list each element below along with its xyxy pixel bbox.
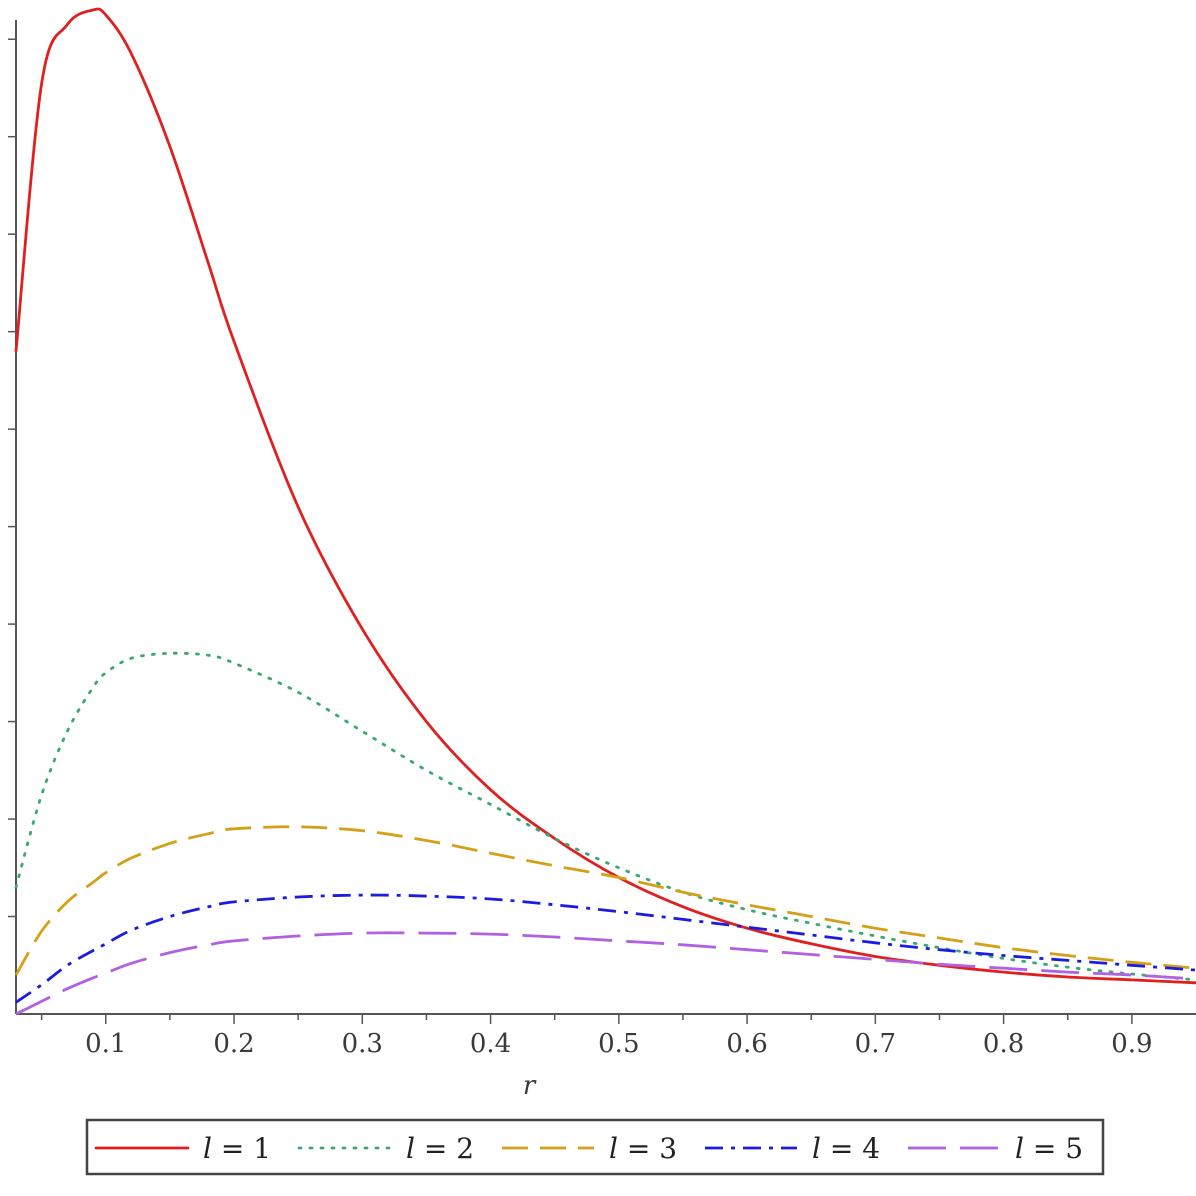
series-line-3: [14, 825, 1196, 976]
series-line-5: [15, 931, 1196, 1016]
legend-label-1: l = 1: [203, 1132, 271, 1165]
x-tick-label: 0.8: [983, 1029, 1024, 1059]
x-tick-label: 0.9: [1111, 1029, 1152, 1059]
legend-var: l: [812, 1132, 821, 1165]
x-tick-label: 0.7: [855, 1029, 896, 1059]
legend-label-4: l = 4: [812, 1132, 880, 1165]
legend-var: l: [1015, 1132, 1024, 1165]
x-tick-label: 0.6: [726, 1029, 767, 1059]
legend-value: = 3: [618, 1132, 677, 1165]
legend-var: l: [609, 1132, 618, 1165]
legend-value: = 1: [212, 1132, 271, 1165]
legend-value: = 2: [415, 1132, 474, 1165]
legend-label-5: l = 5: [1015, 1132, 1083, 1165]
legend-label-2: l = 2: [406, 1132, 474, 1165]
x-tick-label: 0.3: [342, 1029, 383, 1059]
legend-label-3: l = 3: [609, 1132, 677, 1165]
x-axis-label: r: [523, 1071, 537, 1101]
plot-area: 0.1 0.2 0.3 0.4 0.5 0.6 0.7 0.8 0.9 r: [8, 7, 1196, 1101]
y-ticks: [8, 38, 16, 918]
x-tick-label: 0.2: [213, 1029, 254, 1059]
legend-value: = 5: [1024, 1132, 1083, 1165]
x-tick-label: 0.5: [598, 1029, 639, 1059]
x-ticks: 0.1 0.2 0.3 0.4 0.5 0.6 0.7 0.8 0.9: [40, 1014, 1153, 1059]
legend-var: l: [406, 1132, 415, 1165]
series-line-2: [14, 651, 1196, 982]
series-line-1: [14, 7, 1196, 985]
x-tick-label: 0.4: [470, 1029, 511, 1059]
legend-var: l: [203, 1132, 212, 1165]
series-lines: [14, 7, 1196, 1016]
x-tick-label: 0.1: [85, 1029, 126, 1059]
series-line-4: [15, 893, 1196, 1004]
legend-value: = 4: [821, 1132, 880, 1165]
